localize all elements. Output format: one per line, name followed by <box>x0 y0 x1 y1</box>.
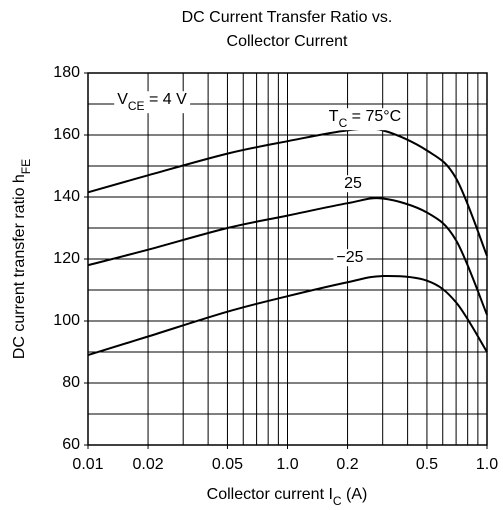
y-tick-label: 140 <box>53 188 80 205</box>
y-axis-label: DC current transfer ratio hFE <box>11 159 33 359</box>
y-axis-label-text: DC current transfer ratio h <box>11 174 28 359</box>
x-axis-label: Collector current IC (A) <box>207 486 368 508</box>
annotation-after: = 4 V <box>145 91 188 108</box>
x-tick-label: 0.05 <box>212 456 243 473</box>
curve <box>87 127 488 257</box>
curve <box>87 197 488 316</box>
x-axis-label-text: Collector current I <box>207 486 333 503</box>
curve-label-text: −25 <box>336 249 363 266</box>
x-axis-label-sub: C <box>333 494 342 508</box>
y-tick-label: 60 <box>62 436 80 453</box>
curve <box>87 274 488 357</box>
annotation-sub: CE <box>128 99 145 113</box>
curve-label: 25 <box>344 175 362 192</box>
x-tick-label: 0.02 <box>132 456 163 473</box>
curve-label-text: T <box>329 108 339 125</box>
y-tick-label: 80 <box>62 374 80 391</box>
label-background <box>341 175 365 193</box>
y-tick-label: 160 <box>53 126 80 143</box>
x-tick-label: 1.0 <box>476 456 498 473</box>
y-tick-label: 180 <box>53 64 80 81</box>
y-axis-label-sub: FE <box>19 159 33 174</box>
annotation: VCE = 4 V <box>117 91 187 113</box>
curve-label-after: = 75°C <box>347 108 401 125</box>
curve-label: −25 <box>336 249 363 266</box>
curve-label-sub: C <box>339 116 348 130</box>
chart-title: Collector Current <box>227 33 348 50</box>
chart-title: DC Current Transfer Ratio vs. <box>182 9 393 26</box>
y-tick-label: 120 <box>53 250 80 267</box>
label-background <box>333 249 367 267</box>
annotation-text: V <box>117 91 128 108</box>
x-tick-label: 0.5 <box>416 456 438 473</box>
x-axis-label-after: (A) <box>342 486 368 503</box>
curve-label-text: 25 <box>344 175 362 192</box>
y-tick-label: 100 <box>53 312 80 329</box>
curve-label: TC = 75°C <box>329 108 401 130</box>
x-tick-label: 1.0 <box>276 456 298 473</box>
label-background <box>114 91 191 114</box>
label-background <box>325 108 405 131</box>
x-tick-label: 0.01 <box>72 456 103 473</box>
x-tick-label: 0.2 <box>336 456 358 473</box>
